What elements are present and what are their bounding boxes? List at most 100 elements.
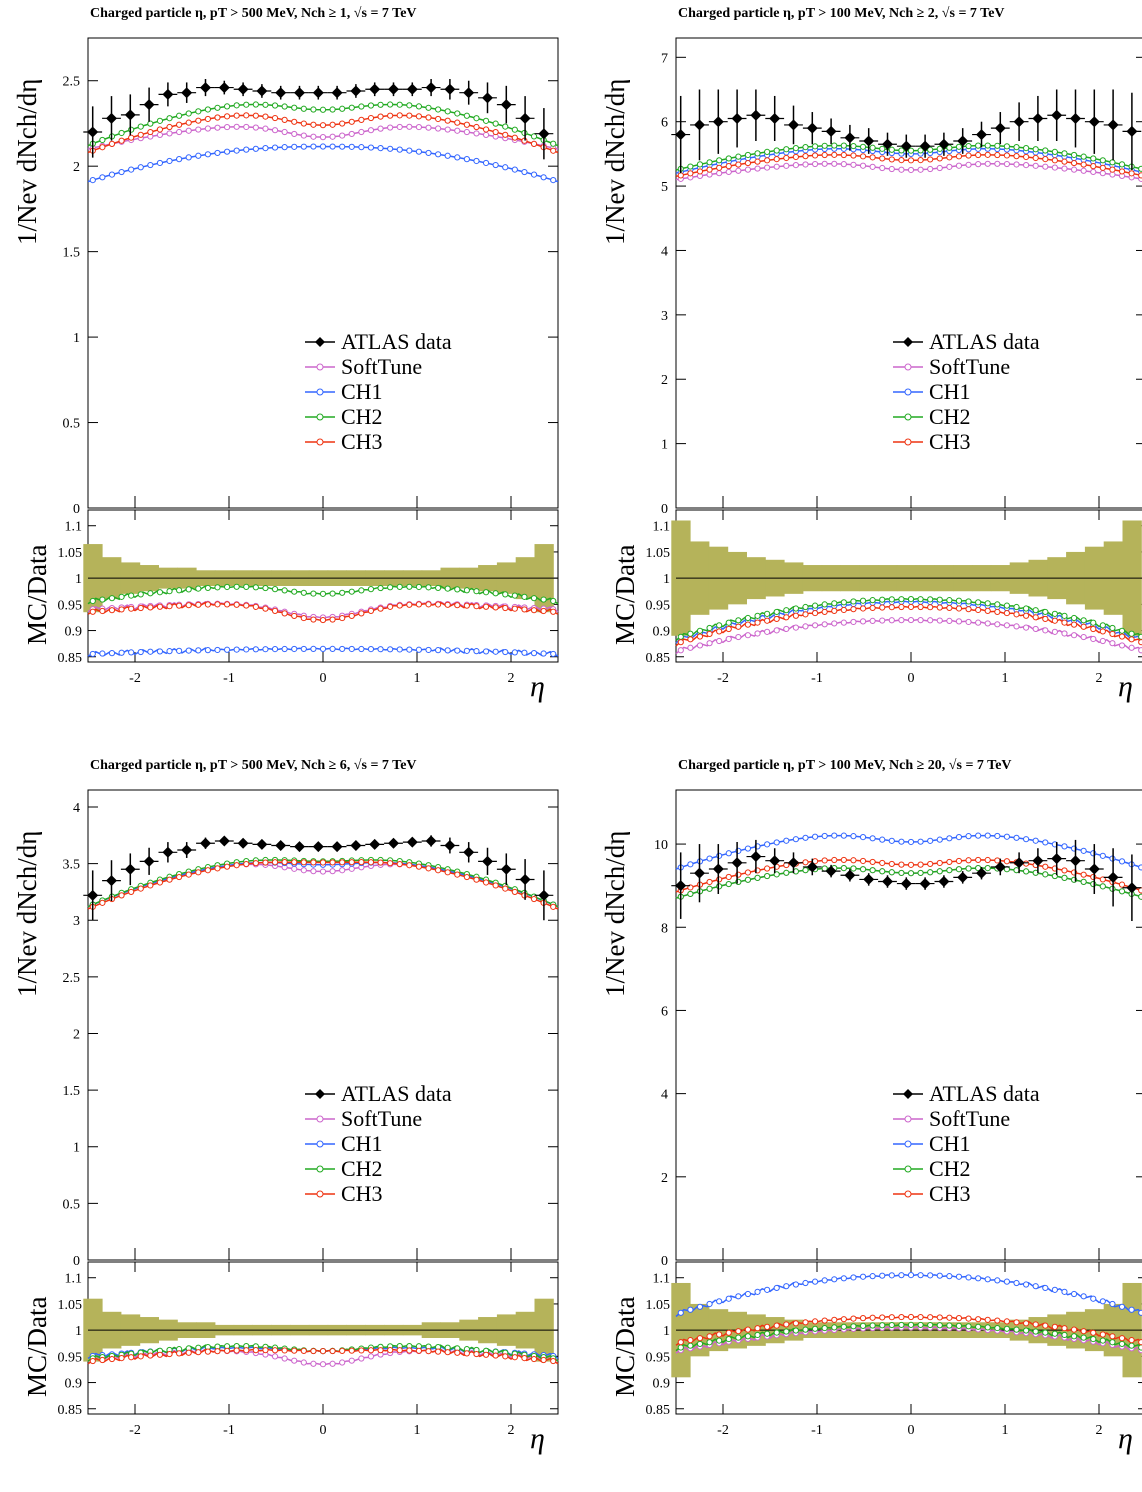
series-marker-ch1 xyxy=(1099,852,1106,859)
legend-marker-soft xyxy=(904,363,912,371)
ratio-marker-ch2 xyxy=(1070,1333,1078,1340)
data-point xyxy=(863,873,875,885)
ratio-marker-ch2 xyxy=(965,1323,972,1330)
ratio-marker-ch1 xyxy=(511,649,518,656)
y-tick-label: 7 xyxy=(661,51,668,66)
series-marker-ch3 xyxy=(137,131,144,138)
data-point xyxy=(106,112,117,124)
ratio-marker-ch3 xyxy=(310,1347,317,1355)
ratio-marker-ch2 xyxy=(927,1321,934,1329)
series-marker-ch1 xyxy=(764,841,771,848)
ratio-marker-ch3 xyxy=(1128,636,1135,643)
ratio-marker-ch2 xyxy=(291,588,298,595)
ratio-marker-ch3 xyxy=(511,1354,518,1361)
series-marker-soft xyxy=(716,170,723,177)
series-marker-ch1 xyxy=(1090,850,1097,857)
ratio-tick-label: 1.1 xyxy=(65,1272,83,1287)
series-marker-soft xyxy=(329,133,336,140)
series-marker-ch2 xyxy=(99,136,106,144)
ratio-marker-soft xyxy=(907,616,915,624)
data-point xyxy=(237,837,249,849)
series-marker-ch3 xyxy=(764,157,771,164)
ratio-marker-ch1 xyxy=(725,1295,732,1302)
ratio-marker-ch1 xyxy=(243,646,250,653)
ratio-marker-ch1 xyxy=(377,646,384,653)
ratio-marker-ch3 xyxy=(1032,614,1039,621)
data-point xyxy=(275,839,287,851)
ratio-marker-ch3 xyxy=(888,1314,895,1321)
legend-marker-data xyxy=(315,1089,325,1099)
ratio-marker-ch1 xyxy=(319,645,327,652)
main-plot-frame xyxy=(675,37,1142,509)
ratio-marker-soft xyxy=(859,618,867,625)
ratio-marker-ch3 xyxy=(1023,612,1030,619)
ratio-marker-ch3 xyxy=(204,1348,211,1355)
ratio-marker-ch1 xyxy=(936,1272,943,1279)
ratio-marker-soft xyxy=(927,617,934,624)
ratio-marker-ch3 xyxy=(831,607,838,614)
series-marker-soft xyxy=(773,163,780,170)
series-marker-soft xyxy=(310,133,317,140)
series-marker-ch1 xyxy=(716,852,723,859)
series-marker-ch1 xyxy=(156,159,164,167)
series-marker-ch1 xyxy=(550,177,557,184)
data-point xyxy=(275,87,287,99)
series-marker-ch3 xyxy=(454,871,461,878)
series-marker-ch3 xyxy=(1080,161,1087,168)
series-marker-ch2 xyxy=(1032,146,1039,153)
ratio-marker-ch1 xyxy=(1042,1284,1049,1292)
series-marker-ch3 xyxy=(1118,881,1126,888)
ratio-marker-ch3 xyxy=(367,1347,375,1354)
series-marker-ch3 xyxy=(156,879,164,886)
ratio-marker-ch3 xyxy=(735,1328,742,1335)
ratio-marker-ch1 xyxy=(137,648,144,656)
ratio-marker-ch2 xyxy=(696,627,704,634)
ratio-marker-soft xyxy=(271,1353,279,1360)
series-marker-ch3 xyxy=(204,867,211,874)
series-marker-ch3 xyxy=(783,154,790,162)
series-marker-ch2 xyxy=(1023,144,1030,152)
y-tick-label: 2 xyxy=(661,1171,668,1186)
ratio-marker-ch3 xyxy=(840,606,847,614)
ratio-marker-ch3 xyxy=(252,1347,259,1354)
series-marker-ch2 xyxy=(1118,161,1126,168)
ratio-marker-ch3 xyxy=(869,604,876,612)
ratio-marker-ch3 xyxy=(744,621,752,628)
ratio-marker-ch3 xyxy=(300,1347,307,1354)
ratio-marker-ch3 xyxy=(511,605,518,612)
ratio-marker-ch2 xyxy=(716,622,723,629)
series-marker-ch2 xyxy=(530,133,538,140)
data-point xyxy=(1051,109,1063,121)
ratio-marker-ch3 xyxy=(927,1314,934,1321)
data-point xyxy=(1032,855,1044,867)
ratio-marker-ch1 xyxy=(1118,1303,1126,1310)
x-tick-label: 1 xyxy=(414,1423,421,1438)
series-marker-ch2 xyxy=(252,101,259,108)
series-marker-ch3 xyxy=(811,152,819,159)
ratio-marker-ch1 xyxy=(975,1275,982,1282)
series-marker-ch3 xyxy=(502,131,509,138)
ratio-marker-ch2 xyxy=(310,590,317,597)
series-marker-ch3 xyxy=(946,154,953,161)
ratio-marker-ch3 xyxy=(550,1357,557,1365)
series-marker-ch2 xyxy=(859,143,867,150)
ratio-marker-ch3 xyxy=(108,1355,116,1363)
ratio-marker-ch3 xyxy=(415,1347,423,1354)
ratio-marker-ch1 xyxy=(696,1303,704,1310)
ratio-marker-ch1 xyxy=(811,1278,819,1285)
x-axis-label: η xyxy=(1118,1422,1133,1455)
series-marker-ch2 xyxy=(965,865,972,872)
ratio-marker-soft xyxy=(1128,644,1135,651)
x-tick-label: 2 xyxy=(1096,1423,1103,1438)
series-marker-ch3 xyxy=(927,156,934,163)
series-marker-ch3 xyxy=(233,112,240,119)
series-marker-ch2 xyxy=(1042,871,1049,878)
series-marker-ch2 xyxy=(271,102,279,109)
ratio-marker-ch3 xyxy=(454,602,461,609)
data-point xyxy=(938,138,950,150)
ratio-marker-ch2 xyxy=(802,1326,809,1333)
chart-svg: 0 0.5 1 1.5 2 2.5 3 3.5 4 0.85 0.9 0.95 1 1.05 1.1 -2 -1… xyxy=(58,789,559,1438)
series-marker-ch3 xyxy=(744,159,752,167)
series-marker-ch1 xyxy=(415,148,423,155)
series-marker-ch1 xyxy=(358,144,365,151)
